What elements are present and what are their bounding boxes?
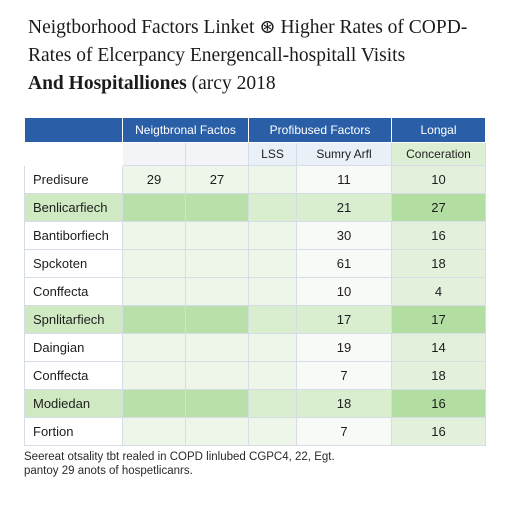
table-cell: 18	[391, 361, 486, 390]
table-row: Conffecta 7 18	[24, 361, 486, 390]
row-label: Fortion	[24, 417, 123, 446]
header-corner	[24, 117, 123, 143]
table-cell: 10	[296, 277, 392, 306]
row-label: Daingian	[24, 333, 123, 362]
table-row: Modiedan 18 16	[24, 389, 486, 418]
table-cell: 16	[391, 221, 486, 250]
table-cell: 11	[296, 165, 392, 194]
table-cell	[248, 333, 297, 362]
table-cell	[248, 305, 297, 334]
table-cell	[185, 305, 249, 334]
table-cell: 14	[391, 333, 486, 362]
title-line-3: And Hospitalliones (arcy 2018	[28, 70, 498, 98]
subheader-conceration: Conceration	[391, 142, 486, 166]
row-label: Benlicarfiech	[24, 193, 123, 222]
table-cell: 10	[391, 165, 486, 194]
table-cell: 18	[296, 389, 392, 418]
table-cell	[248, 221, 297, 250]
table-cell	[122, 277, 186, 306]
row-label: Conffecta	[24, 361, 123, 390]
table-row: Fortion 7 16	[24, 417, 486, 446]
table-cell	[248, 389, 297, 418]
table-row: Spckoten 61 18	[24, 249, 486, 278]
table-row: Bantiborfiech 30 16	[24, 221, 486, 250]
table-cell: 30	[296, 221, 392, 250]
table-cell: 4	[391, 277, 486, 306]
row-label: Modiedan	[24, 389, 123, 418]
title-line-1: Neigtborhood Factors Linket ⊛ Higher Rat…	[28, 17, 468, 38]
table-cell	[122, 249, 186, 278]
table-cell: 61	[296, 249, 392, 278]
table-row: Benlicarfiech 21 27	[24, 193, 486, 222]
table-cell	[248, 249, 297, 278]
footnote: Seereat otsality tbt realed in COPD linl…	[24, 450, 494, 478]
row-label: Spckoten	[24, 249, 123, 278]
table-cell	[122, 193, 186, 222]
chart-title: Neigtborhood Factors Linket ⊛ Higher Rat…	[28, 14, 498, 98]
subheader-row: LSS Sumry Arfl Conceration	[24, 142, 486, 166]
table-row: Conffecta 10 4	[24, 277, 486, 306]
table-cell: 16	[391, 417, 486, 446]
table-cell	[185, 361, 249, 390]
header-group-profibused: Profibused Factors	[248, 117, 392, 143]
table-cell	[248, 165, 297, 194]
table-row: Predisure 29 27 11 10	[24, 165, 486, 194]
table-cell: 7	[296, 417, 392, 446]
table-cell	[122, 333, 186, 362]
table-cell: 18	[391, 249, 486, 278]
header-group-neighborhood: Neigtbronal Factos	[122, 117, 249, 143]
subheader-sumry: Sumry Arfl	[296, 142, 392, 166]
table-cell	[185, 193, 249, 222]
table-cell	[248, 193, 297, 222]
table-cell: 16	[391, 389, 486, 418]
table-cell: 17	[391, 305, 486, 334]
table-cell	[248, 277, 297, 306]
table-cell	[248, 361, 297, 390]
data-table: Neigtbronal Factos Profibused Factors Lo…	[24, 117, 486, 446]
table-cell	[122, 389, 186, 418]
table-cell: 27	[185, 165, 249, 194]
table-cell	[122, 417, 186, 446]
title-line-3-main: And Hospitalliones	[28, 73, 187, 94]
table-cell	[185, 277, 249, 306]
subheader-lss: LSS	[248, 142, 297, 166]
row-label: Conffecta	[24, 277, 123, 306]
table-cell	[248, 417, 297, 446]
table-cell	[122, 305, 186, 334]
table-cell: 29	[122, 165, 186, 194]
table-cell: 7	[296, 361, 392, 390]
table-cell: 17	[296, 305, 392, 334]
subheader-corner	[24, 142, 123, 166]
table-cell	[185, 389, 249, 418]
title-line-2: Rates of Elcerpancy Energencall-hospital…	[28, 45, 406, 66]
table-cell	[122, 361, 186, 390]
table-cell: 27	[391, 193, 486, 222]
title-line-3-year: (arcy 2018	[191, 73, 276, 94]
table-row: Daingian 19 14	[24, 333, 486, 362]
row-label: Predisure	[24, 165, 123, 194]
table-cell	[185, 333, 249, 362]
row-label: Bantiborfiech	[24, 221, 123, 250]
table-row: Spnlitarfiech 17 17	[24, 305, 486, 334]
subheader-2	[185, 142, 249, 166]
table-cell	[185, 249, 249, 278]
table-cell: 21	[296, 193, 392, 222]
table-cell	[185, 221, 249, 250]
row-label: Spnlitarfiech	[24, 305, 123, 334]
footnote-line-2: pantoy 29 anots of hospetlicanrs.	[24, 465, 193, 477]
footnote-line-1: Seereat otsality tbt realed in COPD linl…	[24, 451, 335, 463]
header-group-row: Neigtbronal Factos Profibused Factors Lo…	[24, 117, 486, 143]
table-cell	[185, 417, 249, 446]
table-cell	[122, 221, 186, 250]
subheader-1	[122, 142, 186, 166]
table-cell: 19	[296, 333, 392, 362]
header-group-longal: Longal	[391, 117, 486, 143]
